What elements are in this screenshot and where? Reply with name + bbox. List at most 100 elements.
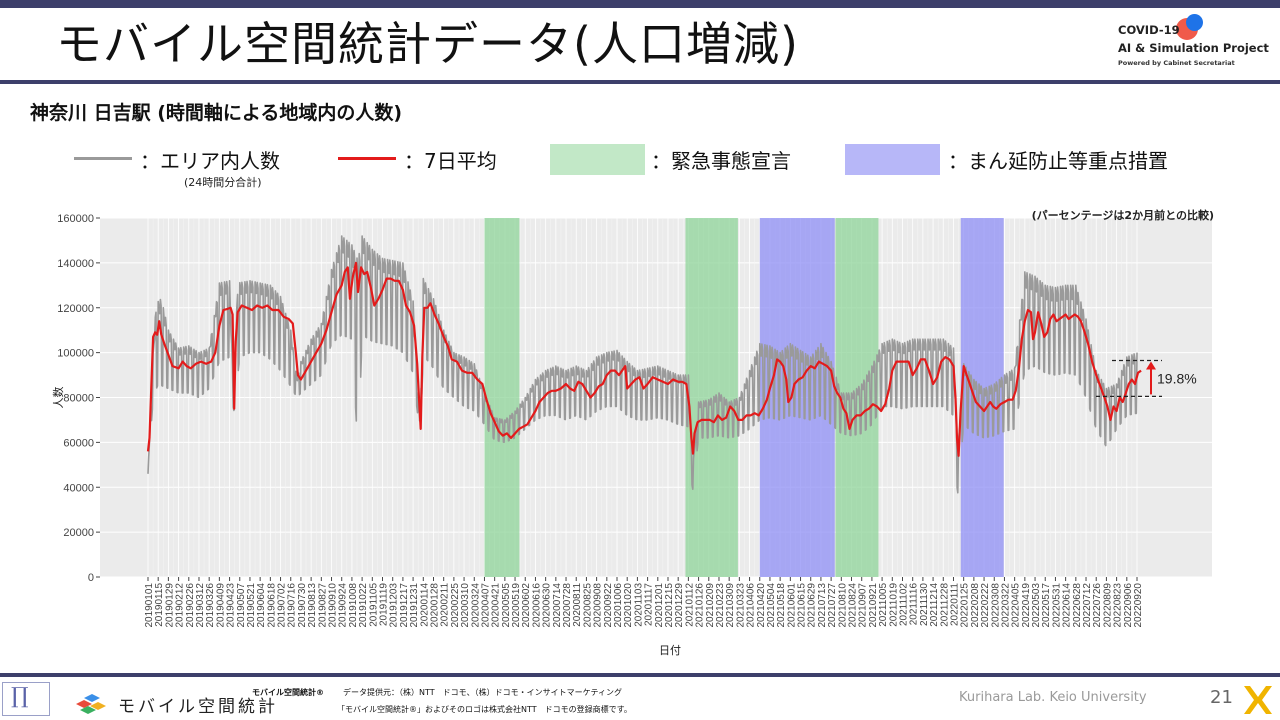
x-tick-label: 20220906 [1123, 583, 1134, 628]
x-tick-label: 20210824 [848, 583, 859, 628]
x-tick-label: 20201215 [664, 583, 675, 628]
footer-lab-name: Kurihara Lab. Keio University [959, 690, 1147, 705]
x-tick-label: 20190813 [307, 583, 318, 628]
x-tick-label: 20191022 [358, 583, 369, 628]
header-top-rule [0, 0, 1280, 8]
x-tick-label: 20190924 [338, 583, 349, 628]
legend-raw-swatch [74, 157, 132, 160]
x-tick-label: 20211005 [878, 583, 889, 627]
legend-emergency-label: ：緊急事態宣言 [651, 149, 791, 173]
x-tick-label: 20211102 [898, 583, 909, 626]
x-tick-label: 20210126 [695, 583, 706, 628]
x-tick-label: 20210615 [797, 583, 808, 628]
x-tick-label: 20210309 [725, 583, 736, 628]
x-tick-label: 20200421 [491, 583, 502, 628]
x-tick-label: 20200922 [603, 583, 614, 628]
x-tick-label: 20191105 [368, 583, 379, 627]
x-tick-label: 20210601 [786, 583, 797, 628]
legend-emergency-swatch [550, 144, 645, 175]
x-tick-label: 20220809 [1102, 583, 1113, 628]
lab-logo: ∏ [2, 682, 50, 716]
x-tick-label: 20220726 [1092, 583, 1103, 628]
x-tick-label: 20220222 [980, 583, 991, 628]
legend-priority-swatch [845, 144, 940, 175]
x-tick-label: 20190409 [215, 583, 226, 628]
x-tick-label: 20211228 [939, 583, 950, 627]
x-tick-label: 20190212 [175, 583, 186, 628]
x-tick-label: 20220322 [1000, 583, 1011, 628]
x-tick-label: 20210921 [868, 583, 879, 628]
avg-series-line [146, 261, 1142, 457]
x-tick-label: 20190326 [205, 583, 216, 628]
footer-rule [0, 673, 1280, 677]
x-tick-label: 20200225 [450, 583, 461, 628]
emergency-band [685, 218, 738, 577]
y-tick-label: 0 [88, 572, 94, 584]
logo-line-2: AI & Simulation Project [1118, 41, 1269, 55]
x-tick-label: 20201117 [644, 583, 655, 626]
legend-raw-label: ：エリア内人数 [140, 149, 280, 173]
legend-avg-label: ：7日平均 [404, 149, 497, 173]
x-tick-label: 20190129 [164, 583, 175, 628]
x-tick-label: 20191217 [399, 583, 410, 628]
x-tick-label: 20200310 [460, 583, 471, 628]
x-tick-label: 20190115 [154, 583, 165, 627]
footer-trademark-note: 「モバイル空間統計®」およびそのロゴは株式会社NTT ドコモの登録商標です。 [337, 705, 632, 714]
x-tick-label: 20211116 [909, 583, 920, 626]
header-bottom-rule [0, 80, 1280, 84]
x-tick-label: 20220419 [1021, 583, 1032, 628]
x-tick-label: 20190423 [226, 583, 237, 628]
population-chart: 0 20000 40000 60000 80000 100000 120000 140000 1… [52, 208, 1214, 657]
x-tick-label: 20190507 [236, 583, 247, 628]
logo-line-3: Powered by Cabinet Secretariat [1118, 59, 1235, 67]
x-tick-label: 20190521 [246, 583, 257, 628]
covid-project-logo: COVID-19 AI & Simulation Project Powered… [1118, 14, 1278, 74]
x-tick-label: 20211130 [919, 583, 930, 626]
x-tick-label: 20210112 [684, 583, 695, 627]
y-tick-label: 100000 [57, 348, 94, 360]
x-tick-label: 20200519 [511, 583, 522, 628]
x-tick-label: 20220920 [1133, 583, 1144, 628]
footer-trademark-name: モバイル空間統計® [252, 688, 324, 697]
footer-provider: データ提供元：（株）NTT ドコモ、（株）ドコモ・インサイトマーケティング [343, 688, 622, 697]
x-tick-label: 20220125 [960, 583, 971, 628]
x-tick-label: 20200825 [582, 583, 593, 628]
x-tick-label: 20210713 [817, 583, 828, 628]
x-tick-label: 20210406 [746, 583, 757, 628]
x-tick-label: 20220531 [1051, 583, 1062, 628]
y-tick-label: 120000 [57, 303, 94, 315]
x-tick-label: 20200602 [521, 583, 532, 628]
x-tick-label: 20190101 [144, 583, 155, 628]
x-tick-label: 20190604 [256, 583, 267, 628]
x-tick-label: 20191008 [348, 583, 359, 628]
x-tick-label: 20210323 [735, 583, 746, 628]
x-tick-label: 20190312 [195, 583, 206, 628]
x-tick-label: 20200407 [480, 583, 491, 628]
page-number: 21 [1210, 687, 1233, 708]
x-tick-label: 20210810 [837, 583, 848, 628]
x-tick-label: 20190827 [317, 583, 328, 628]
x-tick-label: 20191231 [409, 583, 420, 628]
x-tick-label: 20210907 [858, 583, 869, 628]
y-tick-label: 20000 [63, 527, 94, 539]
x-tick-label: 20200630 [542, 583, 553, 628]
y-tick-label: 160000 [57, 213, 94, 225]
legend-priority-label: ：まん延防止等重点措置 [948, 149, 1168, 173]
x-tick-label: 20200128 [429, 583, 440, 628]
x-tick-label: 20200324 [470, 583, 481, 628]
x-tick-label: 20191119 [379, 583, 390, 626]
app-logo-text: モバイル空間統計 [118, 697, 278, 717]
corner-x-icon [1244, 686, 1272, 714]
x-tick-label: 20200728 [562, 583, 573, 628]
x-tick-label: 20200811 [572, 583, 583, 627]
x-tick-label: 20190226 [185, 583, 196, 628]
x-tick-label: 20201006 [613, 583, 624, 628]
chart-subtitle: 神奈川 日吉駅 (時間軸による地域内の人数) [30, 102, 403, 124]
x-tick-label: 20220712 [1082, 583, 1093, 628]
page-title: モバイル空間統計データ(人口増減) [56, 17, 799, 71]
y-axis-label: 人数 [52, 387, 65, 409]
y-tick-label: 40000 [63, 482, 94, 494]
x-tick-label: 20191203 [389, 583, 400, 628]
legend-raw-note: (24時間分合計) [184, 176, 262, 189]
app-logo-icon [76, 694, 106, 714]
